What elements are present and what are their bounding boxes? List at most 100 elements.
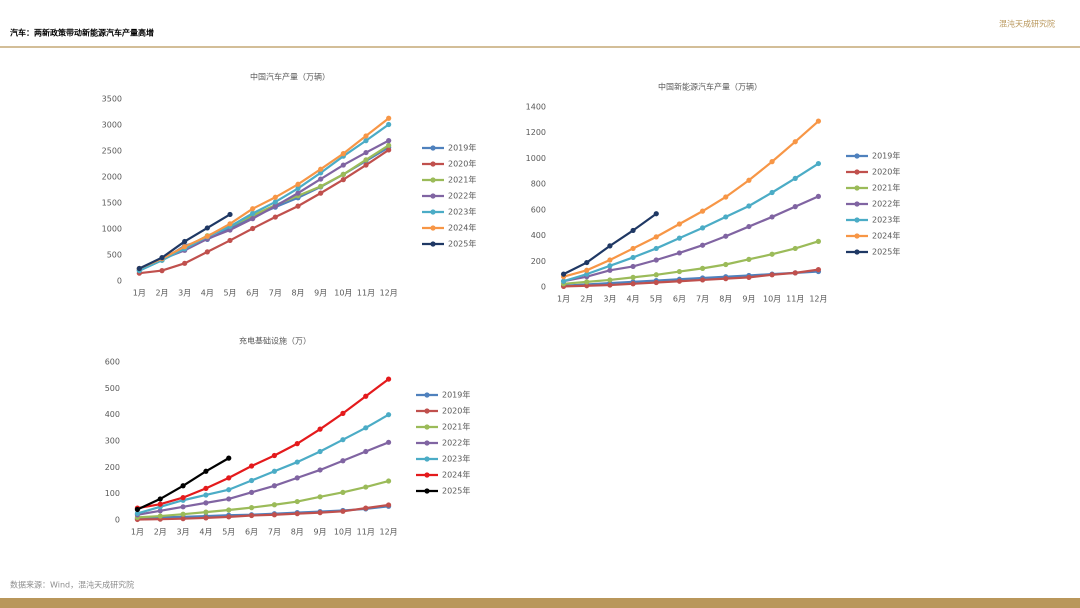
y-tick-label: 1200 xyxy=(526,128,546,137)
legend-label: 2019年 xyxy=(442,390,470,400)
x-tick-label: 10月 xyxy=(334,289,352,298)
data-point xyxy=(294,511,300,517)
data-point xyxy=(295,190,301,196)
series-line xyxy=(563,240,819,285)
legend-label: 2024年 xyxy=(442,470,470,480)
data-point xyxy=(607,263,613,269)
data-point xyxy=(180,495,186,501)
data-point xyxy=(204,233,210,239)
legend-marker xyxy=(854,217,860,223)
data-point xyxy=(746,177,752,183)
data-point xyxy=(317,448,323,455)
legend-label: 2020年 xyxy=(448,159,476,169)
x-tick-label: 7月 xyxy=(269,289,282,298)
data-point xyxy=(203,485,209,491)
x-tick-label: 10月 xyxy=(763,295,781,304)
data-point xyxy=(318,176,324,182)
y-tick-label: 1000 xyxy=(102,225,122,234)
x-tick-label: 5月 xyxy=(223,289,236,298)
data-point xyxy=(363,162,369,168)
data-point xyxy=(815,160,822,167)
data-point xyxy=(769,159,775,165)
legend-label: 2019年 xyxy=(872,151,900,161)
source-note: 数据来源：Wind，混沌天成研究院 xyxy=(10,580,134,590)
data-point xyxy=(134,510,141,517)
legend-label: 2020年 xyxy=(872,167,900,177)
data-point xyxy=(746,256,752,262)
data-point xyxy=(584,259,590,266)
x-tick-label: 9月 xyxy=(314,528,327,537)
data-point xyxy=(815,118,822,124)
data-point xyxy=(182,244,188,250)
x-tick-label: 1月 xyxy=(557,295,570,304)
data-point xyxy=(227,237,233,244)
x-tick-label: 4月 xyxy=(627,295,640,304)
data-point xyxy=(180,483,186,489)
data-point xyxy=(250,206,256,212)
x-tick-label: 9月 xyxy=(742,295,755,304)
data-point xyxy=(607,267,613,273)
data-point xyxy=(792,204,798,210)
data-point xyxy=(363,133,369,139)
legend-label: 2021年 xyxy=(872,183,900,193)
data-point xyxy=(723,214,729,220)
legend-marker xyxy=(424,424,430,430)
data-point xyxy=(723,194,729,200)
data-point xyxy=(676,221,683,227)
x-tick-label: 12月 xyxy=(380,289,398,298)
legend-marker xyxy=(430,225,436,231)
y-tick-label: 3500 xyxy=(102,95,122,104)
data-point xyxy=(203,500,209,506)
data-point xyxy=(226,487,232,493)
data-point xyxy=(630,227,636,234)
data-point xyxy=(340,162,346,168)
data-point xyxy=(363,149,369,156)
data-point xyxy=(792,139,798,145)
x-tick-label: 12月 xyxy=(379,528,397,537)
data-point xyxy=(723,276,729,282)
legend-label: 2025年 xyxy=(448,239,476,249)
legend-marker xyxy=(430,161,436,167)
data-point xyxy=(815,267,822,273)
data-point xyxy=(723,261,729,268)
series-line xyxy=(137,441,389,516)
data-point xyxy=(607,257,613,263)
data-point xyxy=(363,138,369,144)
data-point xyxy=(340,410,346,416)
series-line xyxy=(138,123,390,272)
data-point xyxy=(203,509,209,515)
x-tick-label: 1月 xyxy=(133,289,146,298)
data-point xyxy=(630,254,636,261)
legend-marker xyxy=(430,193,436,199)
legend-label: 2025年 xyxy=(442,486,470,496)
slide-title: 汽车：两新政策带动新能源汽车产量高增 xyxy=(10,28,154,38)
data-point xyxy=(136,265,142,272)
legend-label: 2020年 xyxy=(442,406,470,416)
data-point xyxy=(180,511,186,517)
data-point xyxy=(340,177,346,183)
data-point xyxy=(363,484,369,490)
data-point xyxy=(294,459,300,465)
legend-marker xyxy=(854,169,860,175)
data-point xyxy=(227,221,233,227)
data-point xyxy=(294,475,300,481)
data-point xyxy=(792,270,798,276)
series-line xyxy=(137,413,390,515)
legend-label: 2019年 xyxy=(448,143,476,153)
series-line xyxy=(563,120,820,278)
data-point xyxy=(272,214,278,220)
legend-marker xyxy=(854,233,860,239)
legend-label: 2022年 xyxy=(448,191,476,201)
data-point xyxy=(203,468,209,474)
data-point xyxy=(340,489,346,495)
data-point xyxy=(203,492,209,498)
data-point xyxy=(676,235,683,241)
data-point xyxy=(385,439,392,445)
legend-marker xyxy=(430,209,436,215)
data-point xyxy=(769,251,775,257)
series-line xyxy=(563,162,820,283)
series-line xyxy=(137,378,390,510)
data-point xyxy=(769,214,775,220)
x-tick-label: 10月 xyxy=(334,528,352,537)
data-point xyxy=(159,268,165,274)
